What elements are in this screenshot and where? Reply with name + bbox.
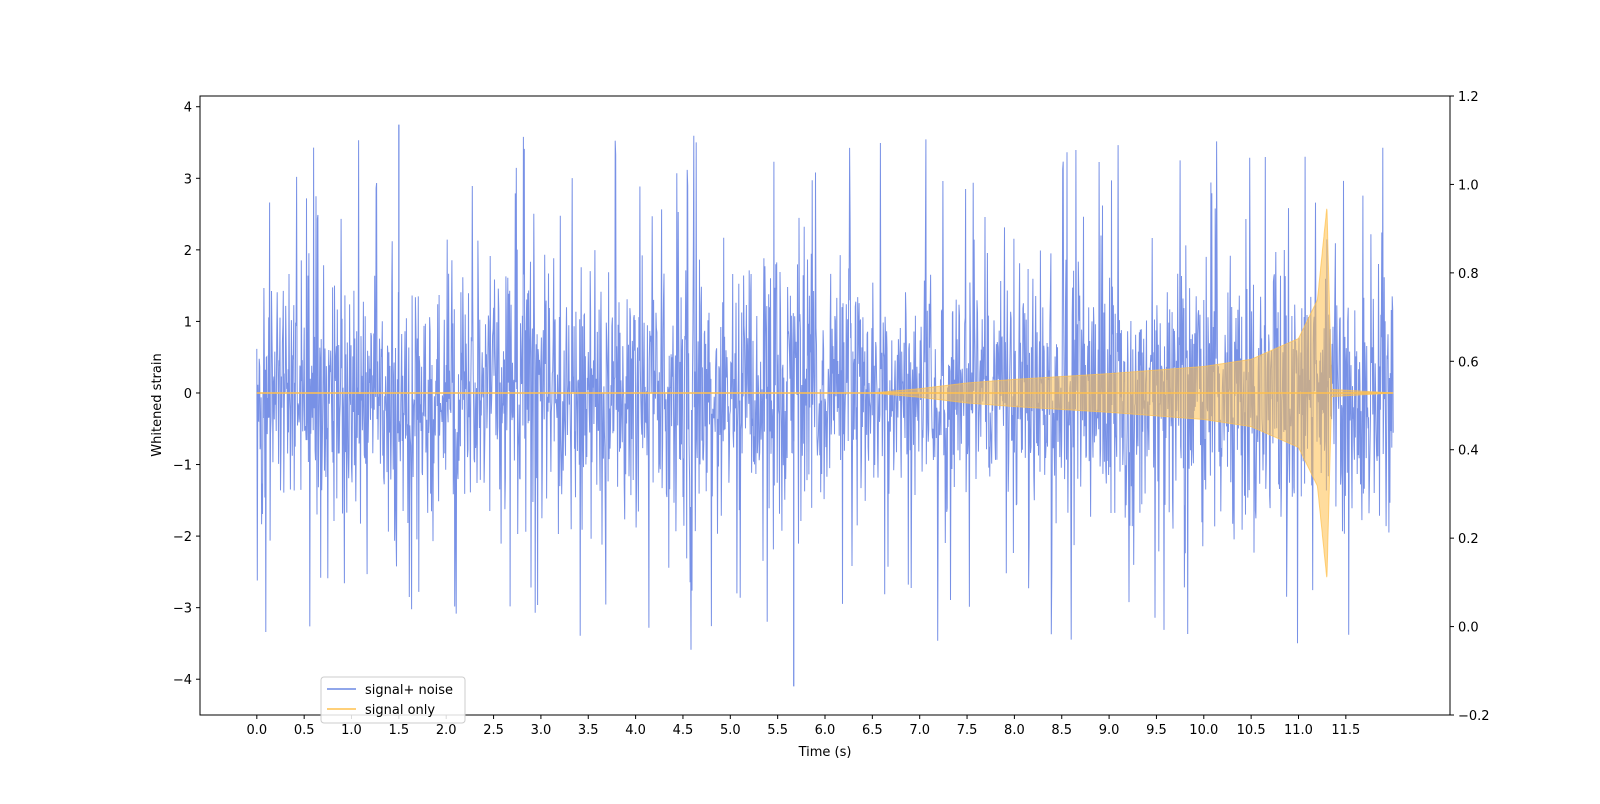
y-tick-label: 3: [184, 172, 192, 187]
x-tick-label: 8.5: [1051, 723, 1072, 738]
x-tick-label: 3.5: [578, 723, 599, 738]
x-tick-label: 6.5: [862, 723, 883, 738]
x-tick-label: 11.5: [1331, 723, 1360, 738]
x-tick-label: 1.5: [389, 723, 410, 738]
x-tick-label: 4.5: [673, 723, 694, 738]
y2-tick-label: 1.0: [1458, 178, 1479, 193]
x-tick-label: 2.0: [436, 723, 457, 738]
series-line-signal-noise: [256, 135, 1394, 650]
x-tick-label: 3.0: [531, 723, 552, 738]
y2-tick-label: 0.6: [1458, 355, 1479, 370]
y-axis-right: 1.2 1.0 0.8 0.6 0.4 0.2 0.0 −0.2: [1450, 90, 1490, 724]
x-tick-label: 10.0: [1189, 723, 1218, 738]
x-tick-label: 0.0: [246, 723, 267, 738]
y-tick-label: −2: [173, 530, 192, 545]
y2-tick-label: 0.8: [1458, 267, 1479, 282]
x-tick-label: 8.0: [1004, 723, 1025, 738]
y2-tick-label: −0.2: [1458, 709, 1490, 724]
legend-label-signal-only: signal only: [365, 703, 435, 718]
x-tick-label: 5.0: [720, 723, 741, 738]
y-tick-label: 1: [184, 315, 192, 330]
x-tick-label: 9.0: [1099, 723, 1120, 738]
x-tick-label: 4.0: [625, 723, 646, 738]
x-tick-label: 7.0: [909, 723, 930, 738]
legend-label-signal-noise: signal+ noise: [365, 683, 453, 698]
y-tick-label: −1: [173, 459, 192, 474]
y2-tick-label: 0.4: [1458, 444, 1479, 459]
y2-tick-label: 0.2: [1458, 532, 1479, 547]
x-tick-label: 2.5: [483, 723, 504, 738]
x-tick-label: 5.5: [767, 723, 788, 738]
x-tick-label: 11.0: [1284, 723, 1313, 738]
x-tick-label: 6.0: [815, 723, 836, 738]
y-tick-label: 0: [184, 387, 192, 402]
y-tick-label: 2: [184, 244, 192, 259]
y2-tick-label: 0.0: [1458, 621, 1479, 636]
x-tick-label: 0.5: [294, 723, 315, 738]
y-tick-label: −4: [173, 673, 192, 688]
x-axis-label: Time (s): [798, 745, 852, 760]
series-layer: [256, 124, 1394, 687]
y-axis-left: 4 3 2 1 0 −1 −2 −3 −4: [173, 101, 200, 688]
x-axis: 0.0 0.5 1.0 1.5 2.0 2.5 3.0 3.5 4.0 4.5 5.0 5.5 6.0 6…: [246, 715, 1360, 738]
legend-box: [320, 676, 466, 724]
x-tick-label: 10.5: [1237, 723, 1266, 738]
legend: signal+ noise signal only: [320, 676, 466, 724]
x-tick-label: 7.5: [957, 723, 978, 738]
y-tick-label: −3: [173, 602, 192, 617]
x-tick-label: 1.0: [341, 723, 362, 738]
x-tick-label: 9.5: [1146, 723, 1167, 738]
y2-tick-label: 1.2: [1458, 90, 1479, 105]
y-tick-label: 4: [184, 101, 192, 116]
y-axis-label: Whitened strain: [150, 353, 165, 456]
